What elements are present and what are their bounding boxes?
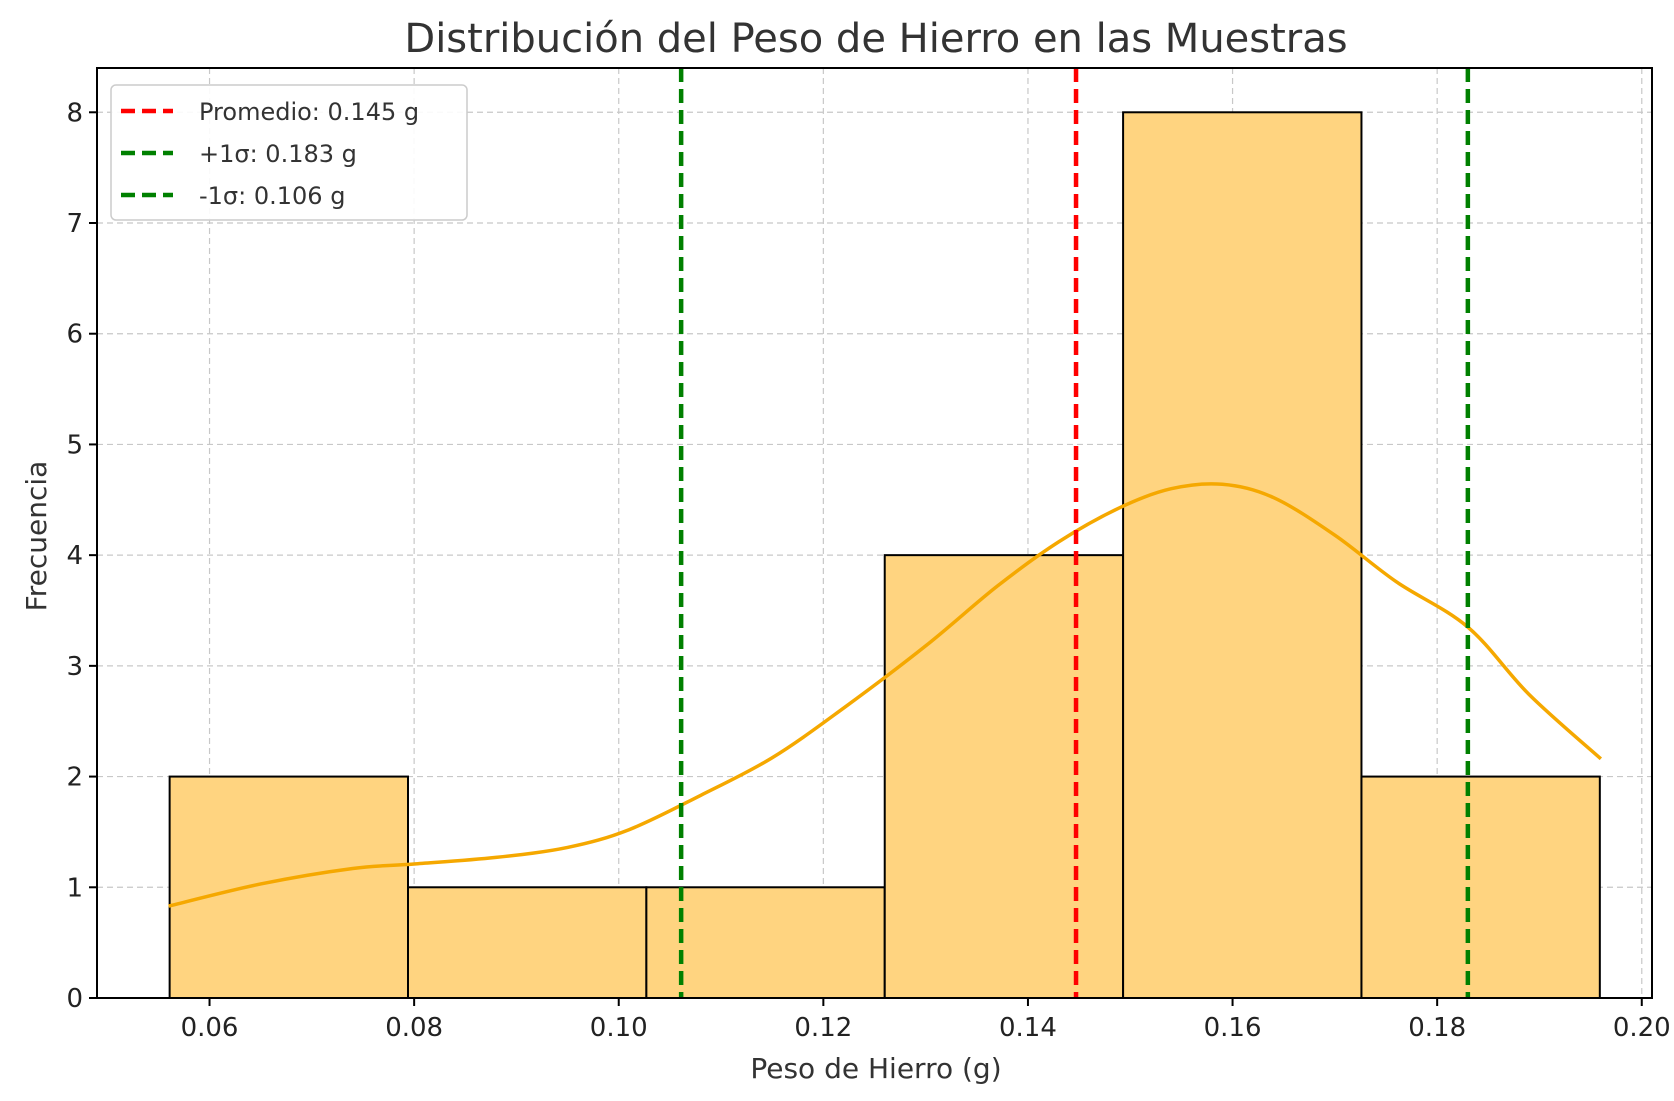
legend-label: -1σ: 0.106 g <box>199 182 345 210</box>
y-tick-label: 6 <box>66 320 83 350</box>
histogram-bar <box>1360 775 1601 999</box>
x-tick-label: 0.14 <box>999 1013 1057 1043</box>
plot-frame <box>96 67 1653 999</box>
y-tick-label: 2 <box>66 763 83 793</box>
histogram-bar <box>883 554 1125 1000</box>
chart-title: Distribución del Peso de Hierro en las M… <box>404 16 1347 62</box>
x-tick-label: 0.06 <box>181 1013 239 1043</box>
x-tick-label: 0.20 <box>1613 1013 1671 1043</box>
histogram-bar <box>407 886 648 999</box>
y-tick-label: 3 <box>66 652 83 682</box>
axes: 0.06 0.08 0.10 0.12 0.14 0.16 0.18 0.20 0 1 2 3 4 5 6 7… <box>66 67 1671 1043</box>
histogram-bar <box>1122 111 1363 1000</box>
y-tick-label: 7 <box>66 209 83 239</box>
y-tick-label: 8 <box>66 98 83 128</box>
y-tick-label: 1 <box>66 873 83 903</box>
legend-label: +1σ: 0.183 g <box>199 140 357 168</box>
bars <box>168 111 1601 1000</box>
y-axis-label: Frecuencia <box>20 461 53 612</box>
histogram-bar <box>645 886 886 999</box>
kde-line <box>168 482 1603 908</box>
histogram-bar <box>168 775 409 999</box>
legend: Promedio: 0.145 g +1σ: 0.183 g -1σ: 0.106 … <box>110 84 468 221</box>
kde-curve <box>168 482 1603 908</box>
x-tick-label: 0.10 <box>590 1013 648 1043</box>
legend-label: Promedio: 0.145 g <box>199 98 419 126</box>
x-tick-label: 0.16 <box>1204 1013 1262 1043</box>
y-tick-label: 5 <box>66 430 83 460</box>
reference-lines <box>678 68 1471 998</box>
x-axis-label: Peso de Hierro (g) <box>750 1052 1001 1085</box>
y-tick-label: 0 <box>66 984 83 1014</box>
legend-box <box>110 84 468 221</box>
x-tick-label: 0.18 <box>1408 1013 1466 1043</box>
x-tick-label: 0.08 <box>385 1013 443 1043</box>
y-tick-label: 4 <box>66 541 83 571</box>
x-tick-label: 0.12 <box>794 1013 852 1043</box>
